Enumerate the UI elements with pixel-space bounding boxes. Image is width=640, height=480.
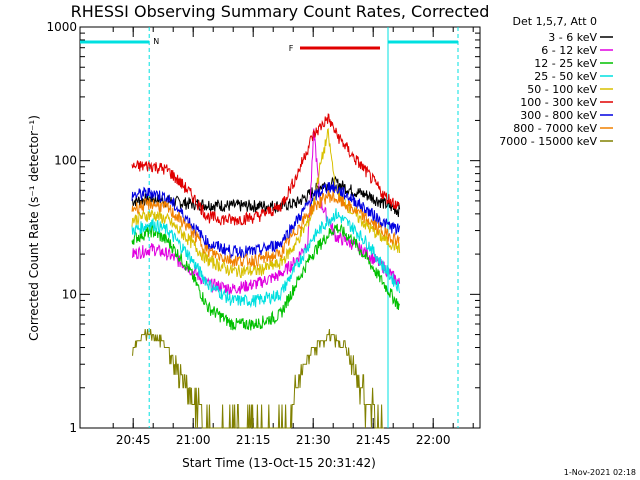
- flare-label: F: [289, 44, 294, 53]
- x-axis-label: Start Time (13-Oct-15 20:31:42): [182, 456, 376, 470]
- y-axis-label: Corrected Count Rate (s⁻¹ detector⁻¹): [27, 115, 41, 341]
- x-tick-label-1: 21:00: [176, 433, 211, 447]
- footer-timestamp: 1-Nov-2021 02:18: [564, 468, 636, 477]
- legend-label-2: 12 - 25 keV: [534, 57, 597, 70]
- legend-label-4: 50 - 100 keV: [527, 83, 597, 96]
- x-tick-label-3: 21:30: [296, 433, 331, 447]
- x-tick-label-4: 21:45: [356, 433, 391, 447]
- legend-label-5: 100 - 300 keV: [520, 96, 597, 109]
- series-line-0: [131, 175, 401, 218]
- y-tick-label-3: 1000: [46, 20, 77, 34]
- legend-header: Det 1,5,7, Att 0: [513, 15, 597, 28]
- chart-title: RHESSI Observing Summary Count Rates, Co…: [71, 2, 490, 21]
- legend-label-6: 300 - 800 keV: [520, 109, 597, 122]
- y-tick-label-2: 100: [54, 154, 77, 168]
- series-line-2: [131, 223, 401, 331]
- x-tick-label-2: 21:15: [236, 433, 271, 447]
- series-line-8: [132, 328, 384, 429]
- series-line-7: [131, 190, 400, 268]
- x-tick-label-5: 22:00: [416, 433, 451, 447]
- legend-label-3: 25 - 50 keV: [534, 70, 597, 83]
- legend-label-8: 7000 - 15000 keV: [499, 135, 597, 148]
- x-tick-label-0: 20:45: [116, 433, 151, 447]
- legend-label-0: 3 - 6 keV: [548, 31, 597, 44]
- legend-label-1: 6 - 12 keV: [541, 44, 597, 57]
- legend-label-7: 800 - 7000 keV: [513, 122, 597, 135]
- series-line-3: [131, 208, 401, 309]
- plot-frame: [79, 26, 481, 429]
- y-tick-label-1: 10: [62, 287, 77, 301]
- series-line-6: [131, 181, 401, 260]
- series-line-5: [131, 113, 400, 226]
- night-label: N: [153, 37, 159, 46]
- y-tick-label-0: 1: [69, 421, 77, 435]
